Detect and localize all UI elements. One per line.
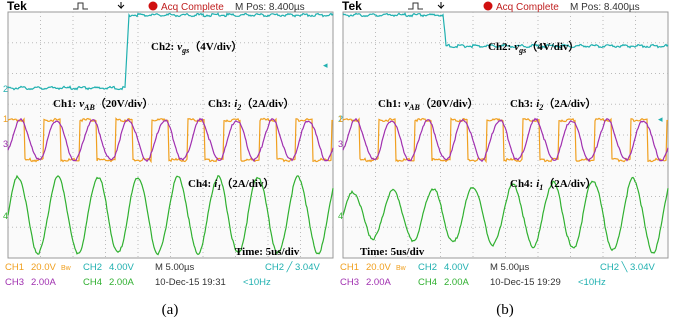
trigger-pos: [438, 2, 444, 8]
position: M Pos: 8.400µs: [235, 2, 305, 13]
date: 10-Dec-15 19:31: [155, 277, 226, 288]
trigger: CH2 ╱ 3.04V: [265, 260, 320, 273]
position: M Pos: 8.400µs: [570, 2, 640, 13]
channel-annotation: Ch2:vgs（4V/div）: [151, 40, 242, 55]
ann-label: Ch2:: [488, 41, 511, 53]
ch4-scale: 2.00A: [109, 277, 134, 288]
channel-annotation: Ch1:vAB（20V/div）: [53, 97, 153, 112]
figure: Tek Acq Complete M Pos: 8.400µs 2 1 3 4 ◂ Ch2:vg…: [0, 0, 673, 326]
scope-panel: Tek Acq Complete M Pos: 8.400µs 2 1 3 4 ◂ Ch2:vg…: [3, 0, 333, 318]
trigger-icon: [408, 3, 423, 9]
ann-label: Ch3:: [208, 98, 231, 110]
level-marker: ◂: [323, 60, 328, 70]
brand: Tek: [7, 0, 27, 13]
ann-label: Ch1:: [378, 98, 401, 110]
ann-label: Ch2:: [151, 41, 174, 53]
bw-flag: Bw: [396, 265, 407, 272]
acq-dot: [149, 2, 158, 11]
channel-marker: 1: [3, 114, 8, 124]
channel-marker: 3: [3, 139, 8, 149]
time-scale: Time: 5us/div: [360, 246, 425, 258]
status: Acq Complete: [496, 2, 559, 13]
ch4-label: CH4: [83, 277, 102, 288]
channel-marker: 4: [3, 211, 8, 221]
ch2-label: CH2: [83, 262, 102, 273]
ch3-label: CH3: [340, 277, 359, 288]
channel-annotation: Ch4:i1（2A/div）: [188, 177, 274, 192]
trigger-pos: [118, 2, 124, 8]
caption: (a): [162, 302, 179, 318]
frequency: <10Hz: [243, 277, 271, 288]
ann-sub: gs: [518, 46, 526, 55]
ch2-scale: 4.00V: [444, 262, 469, 273]
channel-marker: 3: [338, 139, 343, 149]
ann-scale: （4V/div）: [526, 40, 579, 53]
trigger-icon: [73, 3, 88, 9]
ann-label: Ch4:: [510, 178, 533, 190]
caption: (b): [496, 302, 514, 318]
ch4-label: CH4: [418, 277, 437, 288]
ann-scale: （4V/div）: [189, 40, 242, 53]
ch2-label: CH2: [418, 262, 437, 273]
ann-sub: AB: [408, 103, 420, 112]
ch3-scale: 2.00A: [31, 277, 56, 288]
channel-annotation: Ch2:vgs（4V/div）: [488, 40, 579, 55]
ann-sub: gs: [181, 46, 189, 55]
timebase: M 5.00µs: [155, 262, 195, 273]
channel-marker: 1: [338, 114, 343, 124]
ch1-scale: 20.0V: [366, 262, 391, 273]
ann-label: Ch1:: [53, 98, 76, 110]
channel-annotation: Ch4:i1（2A/div）: [510, 177, 596, 192]
timebase: M 5.00µs: [490, 262, 530, 273]
ann-scale: （20V/div）: [95, 97, 154, 110]
ch4-scale: 2.00A: [444, 277, 469, 288]
time-scale: Time: 5us/div: [235, 246, 300, 258]
ch3-label: CH3: [5, 277, 24, 288]
channel-annotation: Ch3:i2（2A/div）: [510, 97, 596, 112]
level-marker: ◂: [658, 114, 663, 124]
acq-dot: [484, 2, 493, 11]
trigger: CH2 ╲ 3.04V: [600, 260, 655, 273]
channel-marker: 4: [338, 211, 343, 221]
channel-annotation: Ch3:i2（2A/div）: [208, 97, 294, 112]
ann-sub: AB: [83, 103, 95, 112]
brand: Tek: [342, 0, 362, 13]
date: 10-Dec-15 19:29: [490, 277, 561, 288]
ann-scale: （2A/div）: [543, 97, 596, 110]
ann-label: Ch3:: [510, 98, 533, 110]
channel-annotation: Ch1:vAB（20V/div）: [378, 97, 478, 112]
ann-scale: （2A/div）: [221, 177, 274, 190]
ch2-scale: 4.00V: [109, 262, 134, 273]
ann-label: Ch4:: [188, 178, 211, 190]
ch1-label: CH1: [340, 262, 359, 273]
ch3-scale: 2.00A: [366, 277, 391, 288]
ch1-label: CH1: [5, 262, 24, 273]
ann-scale: （2A/div）: [543, 177, 596, 190]
ch1-scale: 20.0V: [31, 262, 56, 273]
ann-scale: （2A/div）: [241, 97, 294, 110]
ann-scale: （20V/div）: [420, 97, 479, 110]
status: Acq Complete: [161, 2, 224, 13]
bw-flag: Bw: [61, 265, 72, 272]
channel-marker: 2: [3, 84, 8, 94]
frequency: <10Hz: [578, 277, 606, 288]
